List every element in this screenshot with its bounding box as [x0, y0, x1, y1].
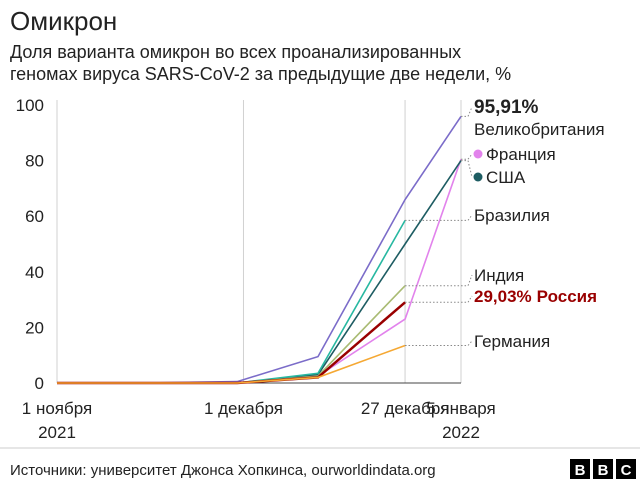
x-tick-label: 2022: [442, 423, 480, 442]
leader-line: [405, 214, 473, 221]
series-line: [57, 285, 406, 384]
leader-line: [405, 295, 473, 303]
legend-dot: [473, 149, 483, 159]
value-label: 29,03%: [474, 287, 532, 306]
x-tick-label: 5 января: [426, 399, 496, 418]
logo-letter: C: [621, 462, 632, 479]
series-label: Германия: [474, 332, 550, 351]
logo-letter: B: [575, 462, 586, 479]
logo-box: [570, 459, 590, 479]
value-label: 95,91%: [474, 97, 539, 118]
series-line: [57, 301, 406, 385]
logo-box: [616, 459, 636, 479]
chart-title: Омикрон: [10, 6, 117, 36]
x-tick-label: 1 ноября: [22, 399, 92, 418]
x-tick-label: 2021: [38, 423, 76, 442]
leader-line: [461, 106, 473, 117]
y-tick-label: 80: [25, 152, 44, 171]
series-label: Франция: [486, 145, 556, 164]
series-line: [57, 158, 462, 384]
series-label: Индия: [474, 266, 524, 285]
leader-line: [405, 274, 473, 287]
series-label: 29,03% Россия: [474, 287, 597, 306]
series-label: США: [486, 168, 526, 187]
y-tick-label: 0: [35, 374, 44, 393]
y-tick-label: 100: [16, 96, 44, 115]
logo-box: [593, 459, 613, 479]
legend-dot: [473, 172, 483, 182]
series-label: Россия: [537, 287, 597, 306]
x-tick-label: 27 декабря: [361, 399, 449, 418]
leader-line: [405, 340, 473, 346]
y-tick-label: 40: [25, 263, 44, 282]
leader-line: [461, 153, 473, 160]
leader-line: [461, 160, 473, 178]
series-line: [57, 344, 406, 384]
source: Источники: университет Джонса Хопкинса, …: [10, 462, 436, 479]
series-line: [57, 160, 462, 384]
chart-subtitle: геномах вируса SARS-CoV-2 за предыдущие …: [10, 64, 511, 84]
logo-letter: B: [598, 462, 609, 479]
series-line: [57, 220, 406, 384]
series-label: Бразилия: [474, 206, 550, 225]
y-tick-label: 60: [25, 207, 44, 226]
chart-subtitle: Доля варианта омикрон во всех проанализи…: [10, 42, 461, 62]
series-label: Великобритания: [474, 120, 605, 139]
x-tick-label: 1 декабря: [204, 399, 283, 418]
y-tick-label: 20: [25, 318, 44, 337]
